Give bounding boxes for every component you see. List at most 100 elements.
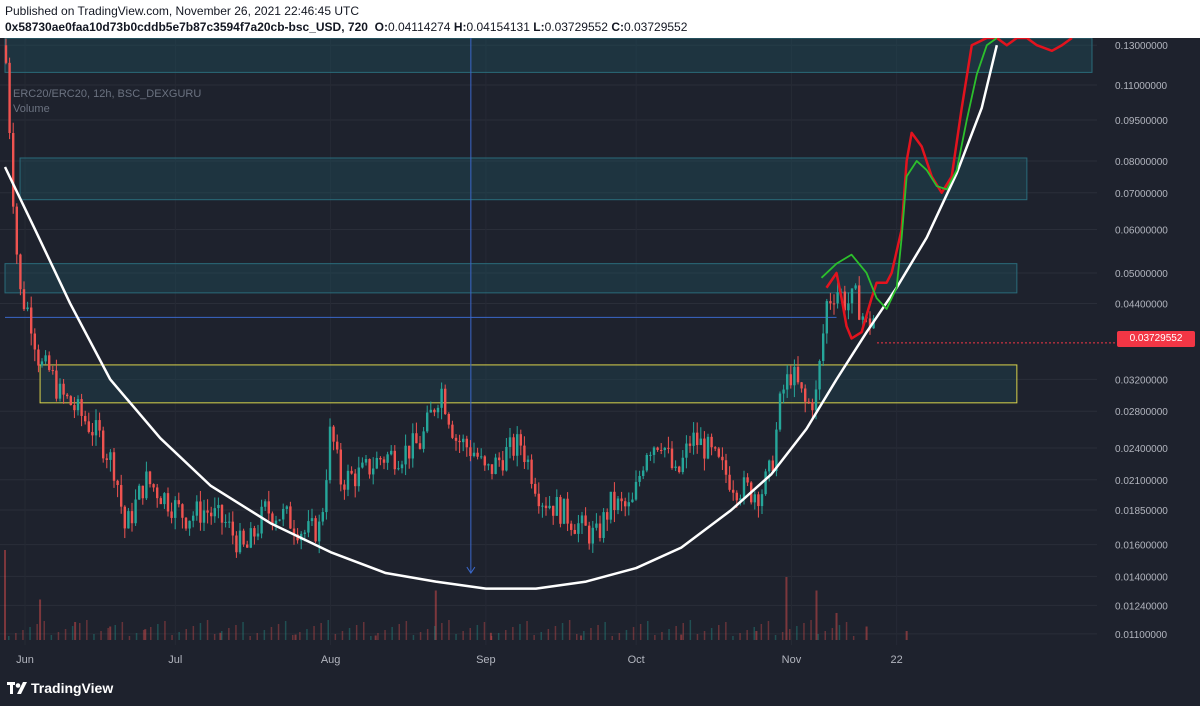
candle-body [505,446,508,471]
volume-bar [654,635,656,640]
y-tick-label: 0.01850000 [1115,506,1168,517]
candle-body [192,515,195,521]
candle-body [156,487,159,499]
volume-bar [398,624,400,640]
candle-body [649,454,652,456]
x-tick-label: Jun [16,654,34,666]
volume-bar [144,629,147,640]
candle-body [375,457,378,469]
candle-body [706,436,710,459]
volume-bar [718,625,720,640]
candle-body [516,434,519,456]
volume-bar [219,632,222,640]
volume-bar [228,628,230,640]
candle-body [163,493,166,505]
candle-body [4,45,8,63]
candle-body [206,510,209,513]
volume-bar [100,631,102,640]
y-tick-label: 0.01400000 [1115,572,1168,583]
candle-body [415,433,418,444]
volume-bar [313,626,315,640]
volume-bar [845,622,848,640]
y-tick-label: 0.01600000 [1115,541,1168,552]
volume-bar [327,620,329,640]
candle-body [584,515,587,526]
price-axis: 0.13000000 0.11000000 0.09500000 0.08000000… [1115,41,1168,641]
volume-bar [79,623,81,640]
volume-bar [489,632,492,640]
candle-body [210,512,213,517]
candle-body [588,525,591,544]
candle-body [714,447,717,449]
tradingview-logo[interactable]: TradingView [7,680,113,696]
y-tick-label: 0.01100000 [1115,630,1168,641]
candle-body [591,527,594,544]
volume-bar [277,624,280,640]
candle-body [51,370,54,372]
candle-body [404,445,407,465]
candle-body [91,431,94,436]
volume-label: Volume [13,103,50,115]
candle-body [454,437,458,441]
candle-body [519,434,522,446]
candle-body [548,505,551,509]
candle-body [346,470,350,490]
volume-bar [905,631,908,640]
candle-body [332,426,335,442]
candle-body [746,477,749,483]
candle-body [289,506,292,529]
candle-body [613,491,616,511]
candle-body [393,450,396,470]
candle-body [512,437,515,456]
volume-bar [512,627,514,640]
published-info: Published on TradingView.com, November 2… [5,4,359,18]
candle-body [818,360,821,390]
candle-body [674,466,677,469]
candle-body [130,511,134,524]
volume-bar [405,621,408,640]
open-value: 0.04114274 [387,20,451,34]
volume-bar [455,634,457,640]
symbol-name: 0x58730ae0faa10d73b0cddb5e7b87c3594f7a20… [5,20,368,34]
candle-body [285,506,288,509]
volume-bar [597,625,599,640]
candle-body [339,449,342,485]
volume-bar [746,630,748,640]
candle-body [667,447,670,449]
volume-bar [675,626,677,640]
chart-area[interactable]: 0.13000000 0.11000000 0.09500000 0.08000000… [0,36,1200,668]
candle-body [796,366,800,383]
volume-bar [348,628,351,640]
x-tick-label: Sep [476,654,496,666]
candle-body [48,355,51,371]
price-chart[interactable]: 0.13000000 0.11000000 0.09500000 0.08000000… [0,36,1200,668]
candle-body [847,303,850,311]
candle-body [364,459,368,463]
candle-body [343,484,346,490]
candle-body [742,477,746,499]
candle-body [789,374,792,386]
volume-bar [755,631,758,640]
volume-bar [263,630,266,640]
volume-bar [150,627,152,640]
volume-bar [817,634,819,640]
candle-body [645,455,648,471]
volume-bar [519,624,521,640]
volume-bar [554,626,557,640]
candle-body [498,457,501,461]
candle-body [541,505,544,507]
volume-bar [824,631,826,640]
volume-bar [434,590,437,640]
volume-bars [4,550,908,640]
volume-bar [625,630,628,640]
volume-bar [363,622,365,640]
volume-bar [576,634,578,640]
candle-body [116,480,119,486]
volume-bar [732,636,734,640]
candle-body [177,500,180,505]
candle-body [642,470,645,476]
candle-body [336,441,339,450]
candle-body [260,506,263,534]
candle-body [573,529,576,534]
candle-body [40,361,44,366]
